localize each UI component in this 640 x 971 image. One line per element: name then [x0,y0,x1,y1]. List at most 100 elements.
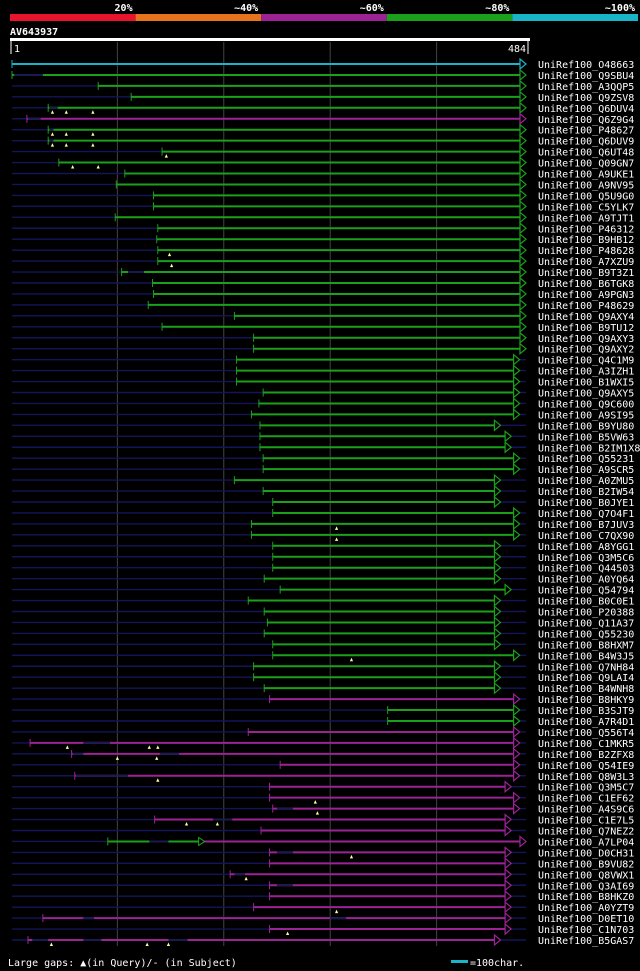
hit-label[interactable]: UniRef100_B4WNH8 [538,684,634,695]
hit-label[interactable]: UniRef100_P20388 [538,608,634,619]
hit-label[interactable]: UniRef100_B3SJT9 [538,706,634,717]
hit-label[interactable]: UniRef100_D0CH31 [538,848,634,859]
hit-label[interactable]: UniRef100_C1MKR5 [538,739,634,750]
hit-row: UniRef100_Q6UT48 [12,145,634,159]
hit-label[interactable]: UniRef100_P48628 [538,246,634,257]
hit-arrow [519,835,527,848]
hit-label[interactable]: UniRef100_A0YZT9 [538,903,634,914]
hit-label[interactable]: UniRef100_Q4C1M9 [538,356,634,367]
hit-label[interactable]: UniRef100_Q7NEZ2 [538,827,634,838]
hit-label[interactable]: UniRef100_Q3M5C6 [538,553,634,564]
hit-label[interactable]: UniRef100_Q9SBU4 [538,71,634,82]
hit-label[interactable]: UniRef100_Q9AXY5 [538,389,634,400]
hit-label[interactable]: UniRef100_Q556T4 [538,728,634,739]
hit-label[interactable]: UniRef100_B9YU80 [538,421,634,432]
hit-label[interactable]: UniRef100_A7XZU9 [538,257,634,268]
hit-arrow [513,769,521,783]
hit-label[interactable]: UniRef100_Q55230 [538,629,634,640]
hit-label[interactable]: UniRef100_Q3AI69 [538,881,634,892]
hit-label[interactable]: UniRef100_A9SCR5 [538,465,634,476]
hit-label[interactable]: UniRef100_B8HKY9 [538,695,634,706]
hit-label[interactable]: UniRef100_Q7O4F1 [538,509,634,520]
hit-label[interactable]: UniRef100_B9VU82 [538,859,634,870]
hit-label[interactable]: UniRef100_B2ZFX8 [538,750,634,761]
hit-label[interactable]: UniRef100_A0YQ64 [538,575,634,586]
hit-label[interactable]: UniRef100_A0ZMU5 [538,476,634,487]
hit-label[interactable]: UniRef100_Q6DUV4 [538,104,634,115]
hit-label[interactable]: UniRef100_Q8VWX1 [538,870,634,881]
hit-label[interactable]: UniRef100_C1E7L5 [538,816,634,827]
query-gap-marker [91,132,95,136]
hit-label[interactable]: UniRef100_Q55231 [538,454,634,465]
hit-label[interactable]: UniRef100_C5YLK7 [538,202,634,213]
hit-label[interactable]: UniRef100_B9HB12 [538,235,634,246]
hit-row: UniRef100_A7R4D1 [12,714,634,728]
hit-label[interactable]: UniRef100_A7R4D1 [538,717,634,728]
hit-label[interactable]: UniRef100_B0JYE1 [538,498,634,509]
hit-label[interactable]: UniRef100_C7QX90 [538,531,634,542]
query-gap-marker [334,526,339,530]
hit-label[interactable]: UniRef100_Q6Z9G4 [538,115,634,126]
hit-label[interactable]: UniRef100_B0C0E1 [538,597,634,608]
hit-label[interactable]: UniRef100_Q3M5C7 [538,783,634,794]
hit-label[interactable]: UniRef100_Q9C600 [538,399,634,410]
hit-row: UniRef100_Q7O4F1 [12,506,634,520]
hit-label[interactable]: UniRef100_B7JUV3 [538,520,634,531]
hit-label[interactable]: UniRef100_Q54794 [538,586,634,597]
hit-arrow [493,616,502,629]
hit-label[interactable]: UniRef100_Q6DUV9 [538,137,634,148]
hit-label[interactable]: UniRef100_A9TJT1 [538,213,634,224]
hit-label[interactable]: UniRef100_B9T3Z1 [538,268,634,279]
hit-row: UniRef100_Q09GN7 [12,156,634,170]
hit-label[interactable]: UniRef100_A9SI95 [538,410,634,421]
hit-label[interactable]: UniRef100_A9PGN3 [538,290,634,301]
hit-label[interactable]: UniRef100_A4S9C6 [538,805,634,816]
hit-label[interactable]: UniRef100_B5GAS7 [538,936,634,947]
hit-label[interactable]: UniRef100_P48629 [538,301,634,312]
hit-label[interactable]: UniRef100_B6TGK8 [538,279,634,290]
hit-label[interactable]: UniRef100_P48627 [538,126,634,137]
hit-label[interactable]: UniRef100_Q09GN7 [538,159,634,170]
hit-label[interactable]: UniRef100_A8YGG1 [538,542,634,553]
hit-label[interactable]: UniRef100_Q9AXY4 [538,312,634,323]
hit-label[interactable]: UniRef100_C1EF62 [538,794,634,805]
hit-label[interactable]: UniRef100_Q7NH84 [538,662,634,673]
hit-label[interactable]: UniRef100_P46312 [538,224,634,235]
hit-row: UniRef100_Q6DUV4 [12,101,634,115]
hit-label[interactable]: UniRef100_Q5U9G0 [538,191,634,202]
hit-label[interactable]: UniRef100_B2IM1X8 [538,443,640,454]
hit-label[interactable]: UniRef100_Q54IE9 [538,761,634,772]
hit-row: UniRef100_Q54794 [12,583,634,597]
hit-row: UniRef100_Q5U9G0 [12,189,634,202]
hit-arrow [519,265,527,279]
hit-row: UniRef100_B0C0E1 [12,594,634,608]
hit-label[interactable]: UniRef100_D0ET10 [538,914,634,925]
hit-label[interactable]: UniRef100_B8HKZ0 [538,892,634,903]
hit-label[interactable]: UniRef100_Q6UT48 [538,148,634,159]
hit-arrow [493,419,502,432]
hit-label[interactable]: UniRef100_Q9AXY3 [538,334,634,345]
hit-label[interactable]: UniRef100_Q44503 [538,564,634,575]
hit-label[interactable]: UniRef100_A3IZH1 [538,367,634,378]
hit-label[interactable]: UniRef100_A7LP04 [538,837,634,848]
hit-label[interactable]: UniRef100_B5VW63 [538,432,634,443]
hit-arrow [519,243,527,257]
hit-label[interactable]: UniRef100_B4W3J5 [538,651,634,662]
hit-label[interactable]: UniRef100_Q9ZSV8 [538,93,634,104]
hit-label[interactable]: UniRef100_A9UKE1 [538,170,634,181]
hit-label[interactable]: UniRef100_B8HXM7 [538,640,634,651]
hit-label[interactable]: UniRef100_O48663 [538,60,634,71]
query-name: AV643937 [10,27,58,38]
hit-label[interactable]: UniRef100_Q9AXY2 [538,345,634,356]
hit-label[interactable]: UniRef100_A3QQP5 [538,82,634,93]
hit-label[interactable]: UniRef100_Q9LAI4 [538,673,634,684]
hit-label[interactable]: UniRef100_B1WXI5 [538,378,634,389]
hit-label[interactable]: UniRef100_B2IW54 [538,487,634,498]
hit-row: UniRef100_B9TU12 [12,320,634,334]
hit-label[interactable]: UniRef100_Q8W3L3 [538,772,634,783]
hit-label[interactable]: UniRef100_C1N703 [538,925,634,936]
hit-label[interactable]: UniRef100_B9TU12 [538,323,634,334]
hit-label[interactable]: UniRef100_A9NV95 [538,180,634,191]
hit-row: UniRef100_Q7NH84 [12,659,634,673]
hit-label[interactable]: UniRef100_Q11A37 [538,618,634,629]
